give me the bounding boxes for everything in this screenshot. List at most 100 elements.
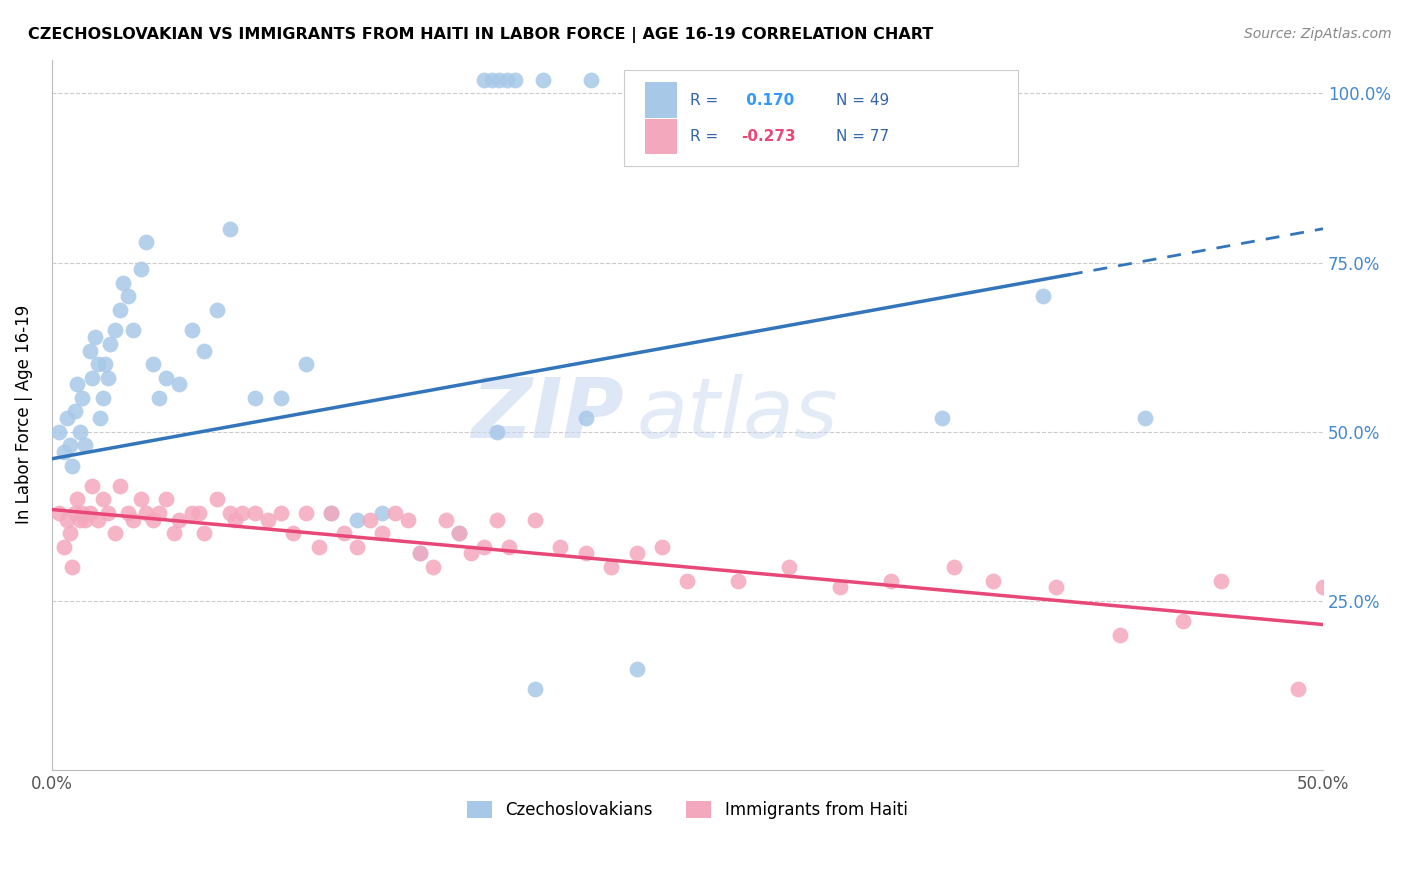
Text: atlas: atlas [637,375,838,455]
Point [155,370,177,384]
Point [188,506,211,520]
Point [48,506,70,520]
Point [943,560,966,574]
Point [257,513,280,527]
Point [94,357,117,371]
Point [270,391,292,405]
Point [651,540,673,554]
Point [531,73,554,87]
Legend: Czechoslovakians, Immigrants from Haiti: Czechoslovakians, Immigrants from Haiti [461,794,914,826]
Text: R =: R = [690,128,718,144]
Point [460,547,482,561]
Point [48,425,70,439]
Point [63,404,86,418]
Text: N = 77: N = 77 [837,128,890,144]
Point [53,540,76,554]
Point [481,73,503,87]
Point [66,492,89,507]
Point [231,506,253,520]
Point [110,479,132,493]
Point [1286,681,1309,696]
Point [73,513,96,527]
Point [308,540,330,554]
Point [91,492,114,507]
Point [58,438,80,452]
Point [434,513,457,527]
Point [503,73,526,87]
Point [97,506,120,520]
Point [488,73,510,87]
Point [56,411,79,425]
Text: CZECHOSLOVAKIAN VS IMMIGRANTS FROM HAITI IN LABOR FORCE | AGE 16-19 CORRELATION : CZECHOSLOVAKIAN VS IMMIGRANTS FROM HAITI… [28,27,934,43]
Point [727,574,749,588]
Text: R =: R = [690,93,718,108]
Point [142,357,165,371]
Point [193,343,215,358]
Text: Source: ZipAtlas.com: Source: ZipAtlas.com [1244,27,1392,41]
Point [600,560,623,574]
Point [422,560,444,574]
Point [931,411,953,425]
Point [485,513,508,527]
Point [66,377,89,392]
Point [117,506,139,520]
Point [218,221,240,235]
Text: -0.273: -0.273 [741,128,796,144]
FancyBboxPatch shape [624,70,1018,166]
Point [180,506,202,520]
Point [224,513,246,527]
Point [104,526,127,541]
Point [205,492,228,507]
Point [243,506,266,520]
Point [447,526,470,541]
Point [676,574,699,588]
Point [396,513,419,527]
Point [575,411,598,425]
Y-axis label: In Labor Force | Age 16-19: In Labor Force | Age 16-19 [15,305,32,524]
Point [218,506,240,520]
Point [98,336,121,351]
Point [69,513,91,527]
Point [193,526,215,541]
Point [384,506,406,520]
Point [163,526,186,541]
Point [111,276,134,290]
Point [270,506,292,520]
Point [1032,289,1054,303]
Point [880,574,903,588]
Point [91,391,114,405]
Point [472,73,495,87]
Point [86,513,108,527]
Point [205,302,228,317]
Point [60,560,83,574]
Point [346,540,368,554]
Point [72,506,94,520]
Point [148,506,170,520]
Point [496,73,519,87]
Point [155,492,177,507]
Text: N = 49: N = 49 [837,93,890,108]
Point [626,661,648,675]
Point [283,526,305,541]
Point [79,506,101,520]
Point [180,323,202,337]
Point [142,513,165,527]
Point [575,547,598,561]
Point [167,513,190,527]
Point [626,547,648,561]
Point [148,391,170,405]
Point [626,73,648,87]
Point [321,506,343,520]
Point [1045,580,1067,594]
Point [981,574,1004,588]
FancyBboxPatch shape [645,119,678,154]
Point [1133,411,1156,425]
Point [295,357,318,371]
Text: 0.170: 0.170 [741,93,794,108]
Point [409,547,432,561]
Point [371,506,394,520]
Point [579,73,602,87]
Point [167,377,190,392]
Point [79,343,101,358]
Point [82,370,104,384]
